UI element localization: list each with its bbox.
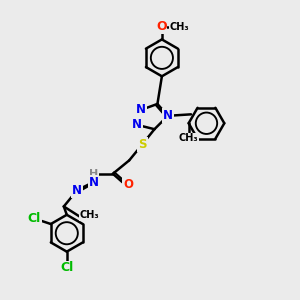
Text: N: N [136, 103, 146, 116]
Text: Cl: Cl [60, 262, 74, 275]
Text: S: S [138, 138, 147, 151]
Text: O: O [156, 20, 166, 33]
Text: CH₃: CH₃ [79, 210, 99, 220]
Text: N: N [72, 184, 82, 196]
Text: O: O [123, 178, 133, 191]
Text: H: H [89, 169, 98, 179]
Text: N: N [132, 118, 142, 131]
Text: CH₃: CH₃ [179, 133, 199, 143]
Text: CH₃: CH₃ [170, 22, 190, 32]
Text: Cl: Cl [28, 212, 41, 225]
Text: N: N [88, 176, 98, 189]
Text: N: N [163, 109, 173, 122]
